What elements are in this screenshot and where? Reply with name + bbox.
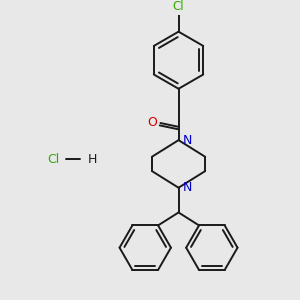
Text: Cl: Cl <box>47 153 59 166</box>
Text: H: H <box>88 153 98 166</box>
Text: O: O <box>147 116 157 129</box>
Text: N: N <box>182 181 192 194</box>
Text: Cl: Cl <box>173 0 184 13</box>
Text: N: N <box>182 134 192 147</box>
